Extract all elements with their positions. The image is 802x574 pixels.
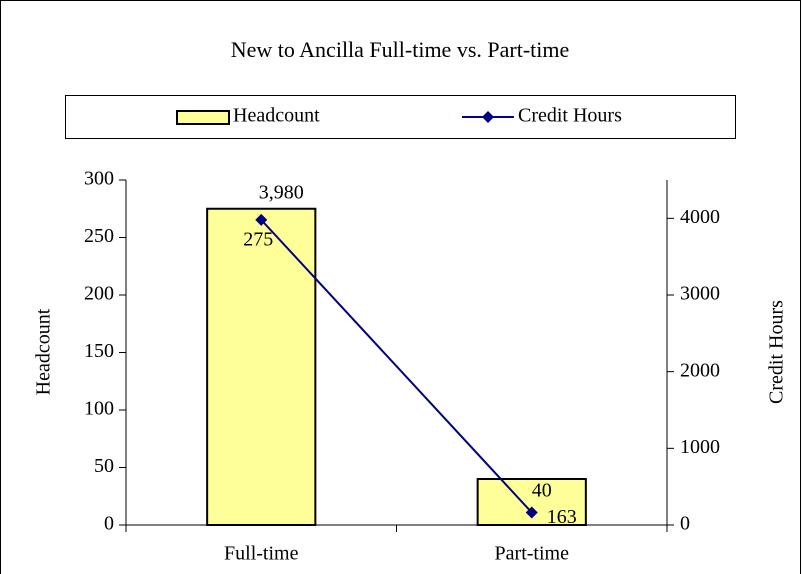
legend-box	[65, 95, 736, 139]
y-tick-label: 100	[84, 398, 114, 420]
chart-title: New to Ancilla Full-time vs. Part-time	[231, 37, 570, 62]
y-tick-label: 300	[84, 168, 114, 190]
data-label: 3,980	[259, 181, 304, 203]
legend-marker	[482, 111, 494, 123]
y-tick-label: 50	[94, 455, 114, 477]
y-tick-label: 0	[104, 513, 114, 535]
legend-label: Credit Hours	[518, 105, 622, 127]
y2-tick-label: 0	[680, 513, 690, 535]
legend-swatch	[176, 110, 230, 125]
data-label: 163	[547, 506, 577, 528]
x-tick-label: Part-time	[495, 543, 570, 565]
legend-label: Headcount	[233, 105, 320, 127]
y-tick-label: 150	[84, 340, 114, 362]
y2-tick-label: 2000	[680, 359, 720, 381]
bar	[206, 207, 317, 526]
marker	[525, 506, 538, 519]
y2-tick-label: 1000	[680, 436, 720, 458]
line	[260, 219, 533, 514]
y2-axis-title: Credit Hours	[766, 300, 788, 404]
y2-tick-label: 4000	[680, 206, 720, 228]
marker	[255, 213, 268, 226]
y-tick-label: 200	[84, 283, 114, 305]
data-label: 40	[532, 480, 552, 502]
y-tick-label: 250	[84, 225, 114, 247]
y-axis-title: Headcount	[33, 308, 55, 395]
x-tick-label: Full-time	[224, 543, 299, 565]
data-label: 275	[243, 228, 273, 250]
y2-tick-label: 3000	[680, 283, 720, 305]
